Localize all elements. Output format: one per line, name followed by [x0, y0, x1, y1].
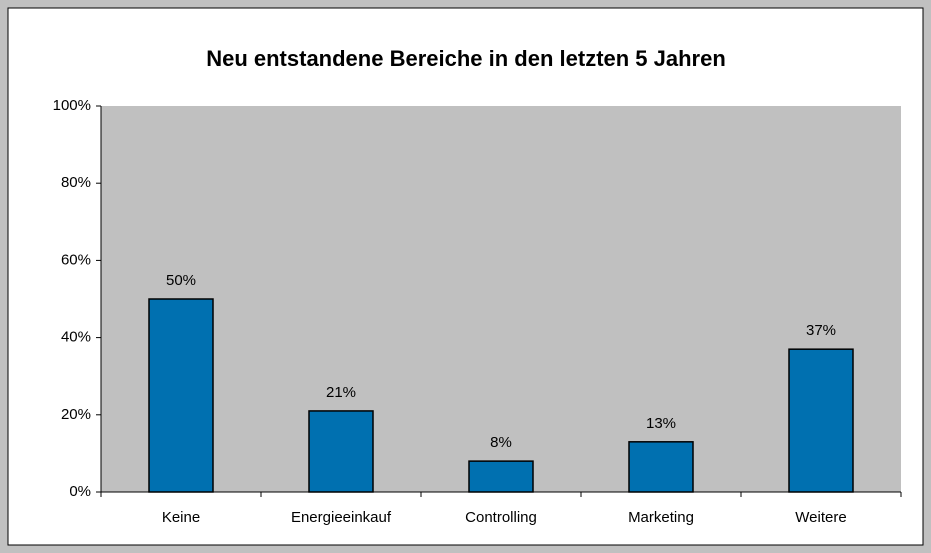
- bar: [788, 348, 854, 493]
- value-label: 13%: [646, 415, 676, 432]
- y-tick-label: 40%: [61, 329, 91, 346]
- x-tick-label: Energieeinkauf: [291, 509, 392, 526]
- x-tick-label: Marketing: [628, 509, 694, 526]
- y-tick-label: 80%: [61, 174, 91, 191]
- x-tick-label: Keine: [162, 509, 200, 526]
- value-label: 8%: [490, 434, 512, 451]
- y-tick-label: 60%: [61, 251, 91, 268]
- bar: [628, 441, 694, 493]
- bar: [148, 298, 214, 493]
- plot-area: [101, 106, 901, 492]
- x-tick-label: Controlling: [465, 509, 537, 526]
- bar: [468, 460, 534, 493]
- bar: [308, 410, 374, 493]
- value-label: 50%: [166, 272, 196, 289]
- chart-title: Neu entstandene Bereiche in den letzten …: [206, 46, 726, 71]
- y-tick-label: 100%: [53, 97, 91, 114]
- y-tick-label: 0%: [69, 483, 91, 500]
- value-label: 37%: [806, 322, 836, 339]
- value-label: 21%: [326, 384, 356, 401]
- y-tick-label: 20%: [61, 406, 91, 423]
- x-tick-label: Weitere: [795, 509, 846, 526]
